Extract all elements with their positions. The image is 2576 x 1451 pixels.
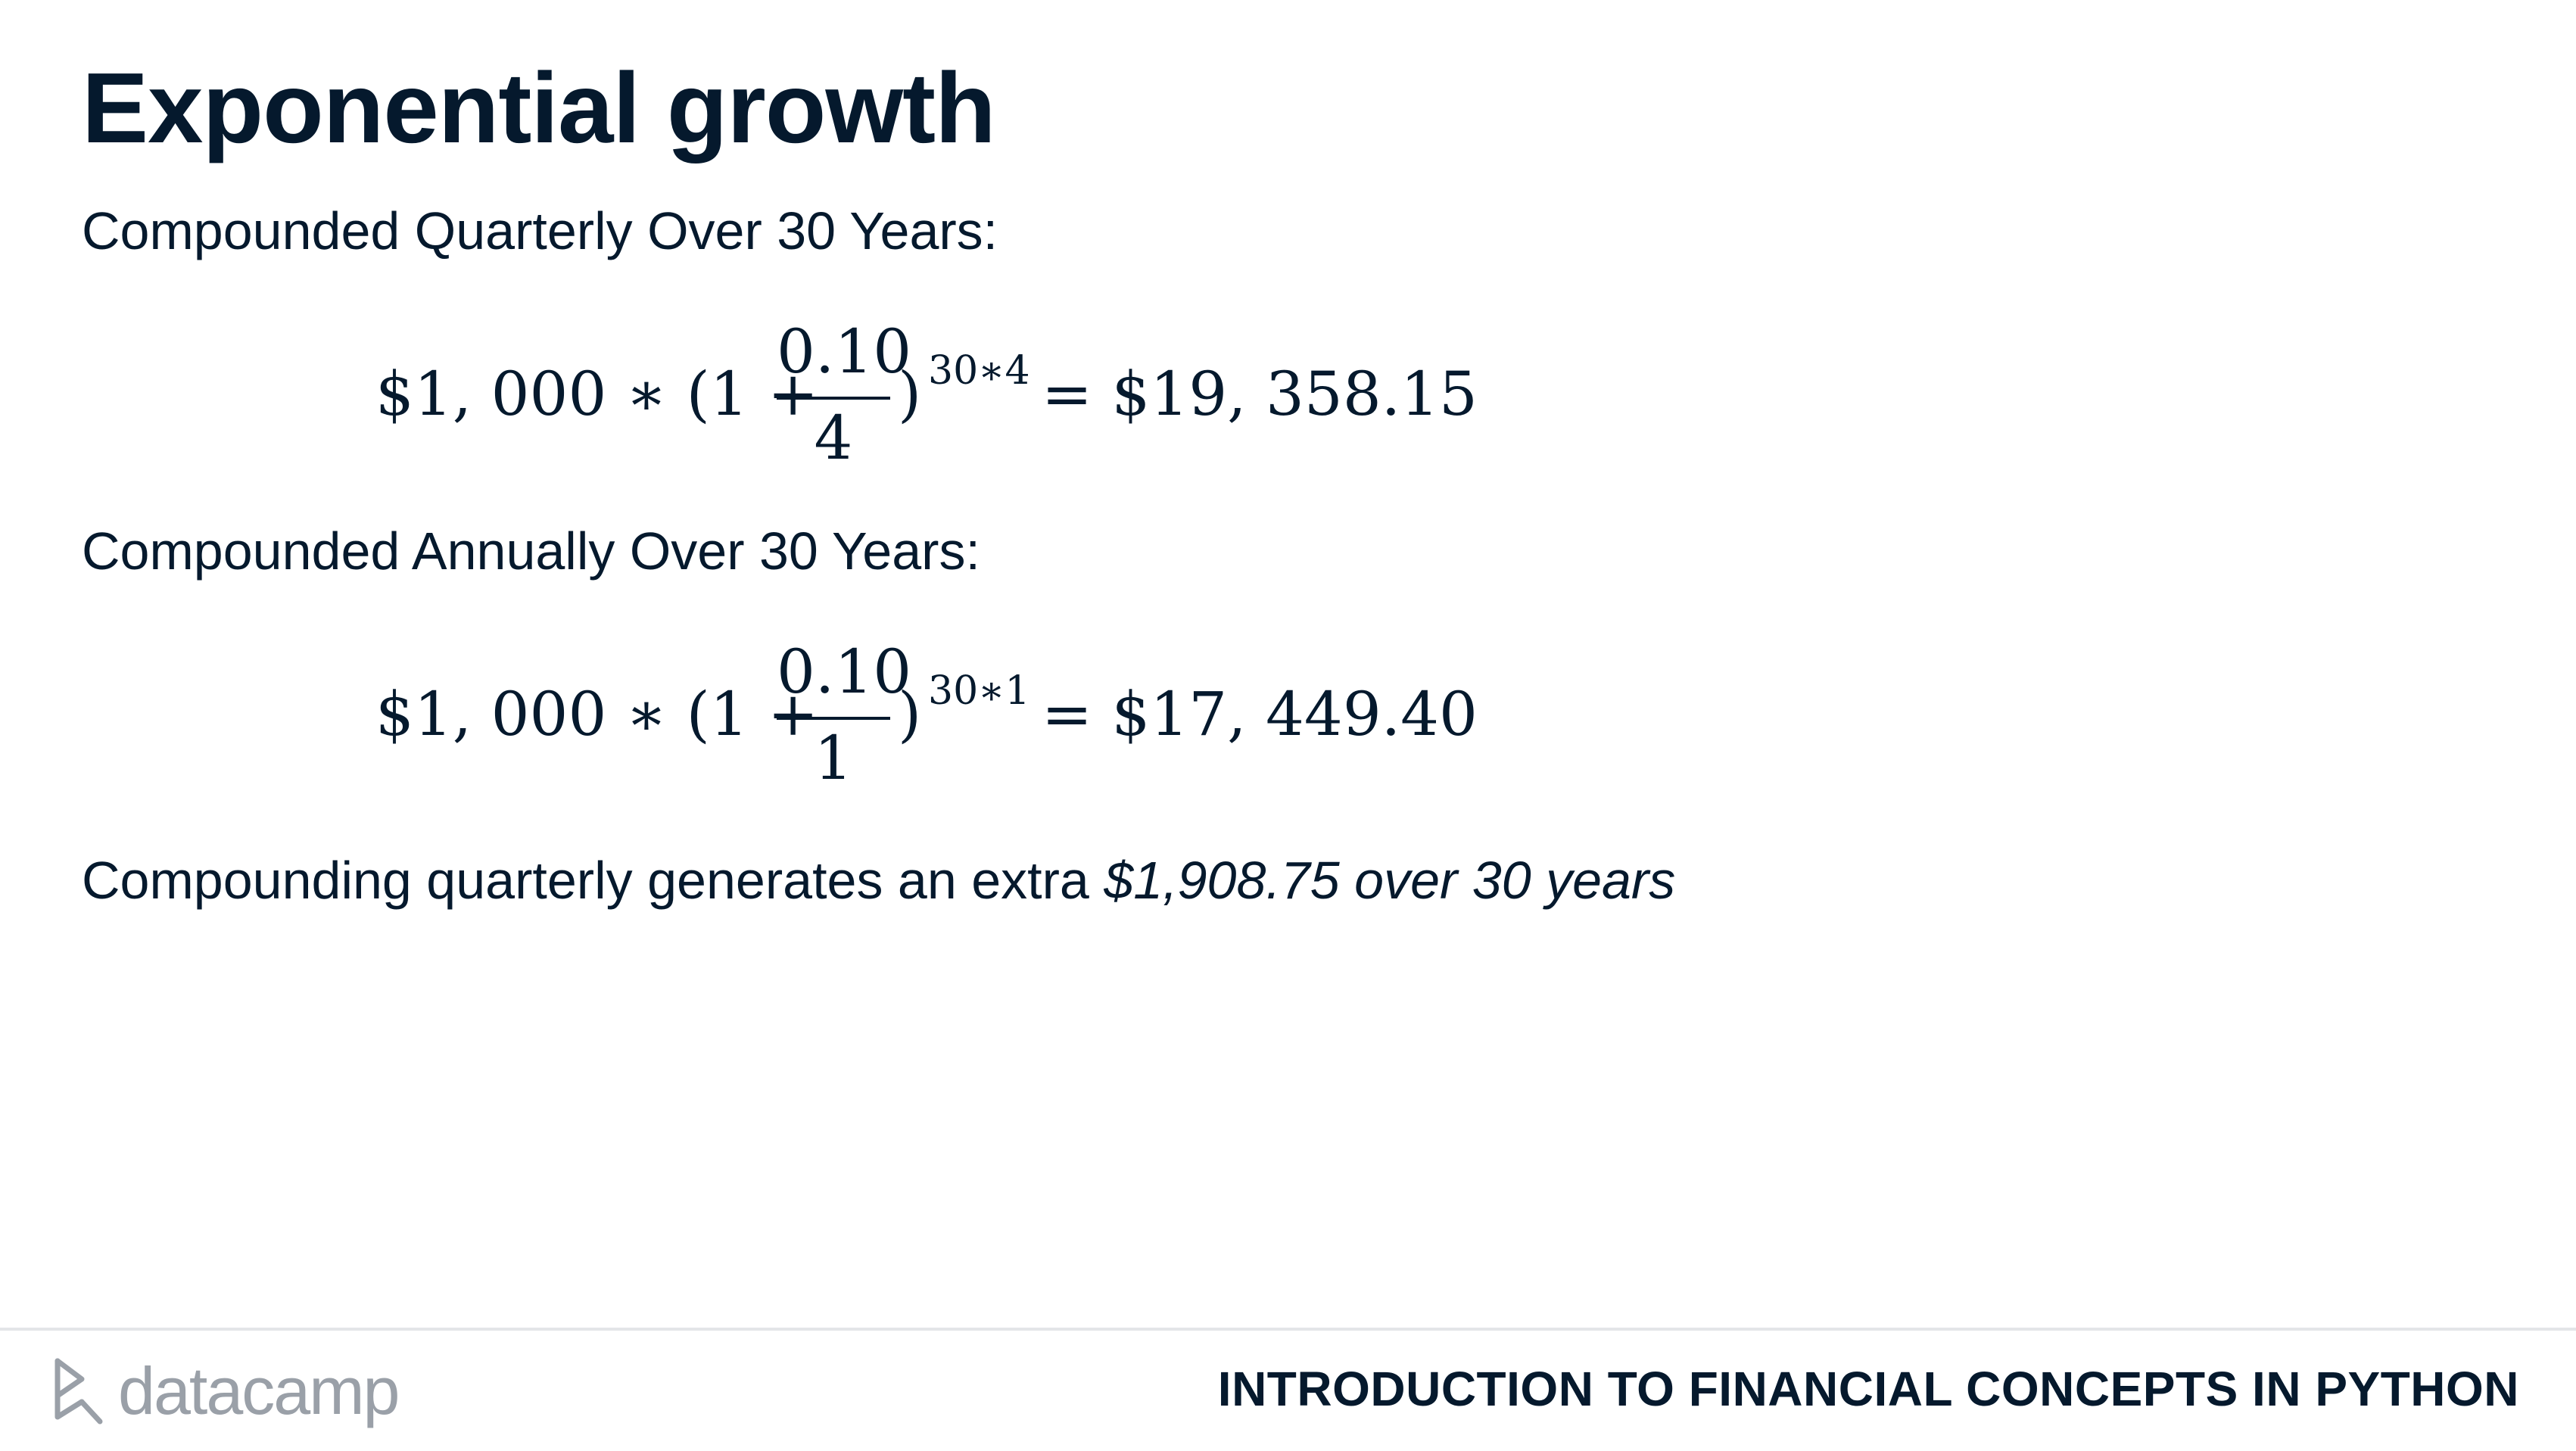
conclusion-emphasis: $1,908.75 over 30 years [1104,851,1676,910]
formula-exponent: 30∗1 [928,668,1030,714]
formula-result: = $19, 358.15 [1042,359,1478,429]
fraction-numerator: 0.10 [777,316,912,387]
quarterly-label: Compounded Quarterly Over 30 Years: [82,201,998,260]
footer-divider [0,1328,2576,1331]
fraction-denominator: 4 [814,403,853,473]
fraction-bar [777,717,890,720]
datacamp-logo-text: datacamp [118,1353,400,1428]
formula-lhs: $1, 000 ∗ (1 + [375,679,819,749]
fraction-denominator: 1 [814,723,853,793]
datacamp-logo-icon [51,1353,109,1429]
conclusion-prefix: Compounding quarterly generates an extra [82,851,1104,910]
formula-exponent: 30∗4 [928,348,1030,394]
course-title: INTRODUCTION TO FINANCIAL CONCEPTS IN PY… [1217,1362,2519,1416]
fraction-bar [777,397,890,400]
formula-close-paren: ) [898,679,922,749]
formula-lhs: $1, 000 ∗ (1 + [375,359,819,429]
formula-close-paren: ) [898,359,922,429]
formula-result: = $17, 449.40 [1042,679,1478,749]
annual-label: Compounded Annually Over 30 Years: [82,522,980,581]
fraction-numerator: 0.10 [777,637,912,707]
conclusion-text: Compounding quarterly generates an extra… [82,840,1709,920]
slide-title: Exponential growth [82,52,996,163]
datacamp-logo: datacamp [51,1350,400,1433]
